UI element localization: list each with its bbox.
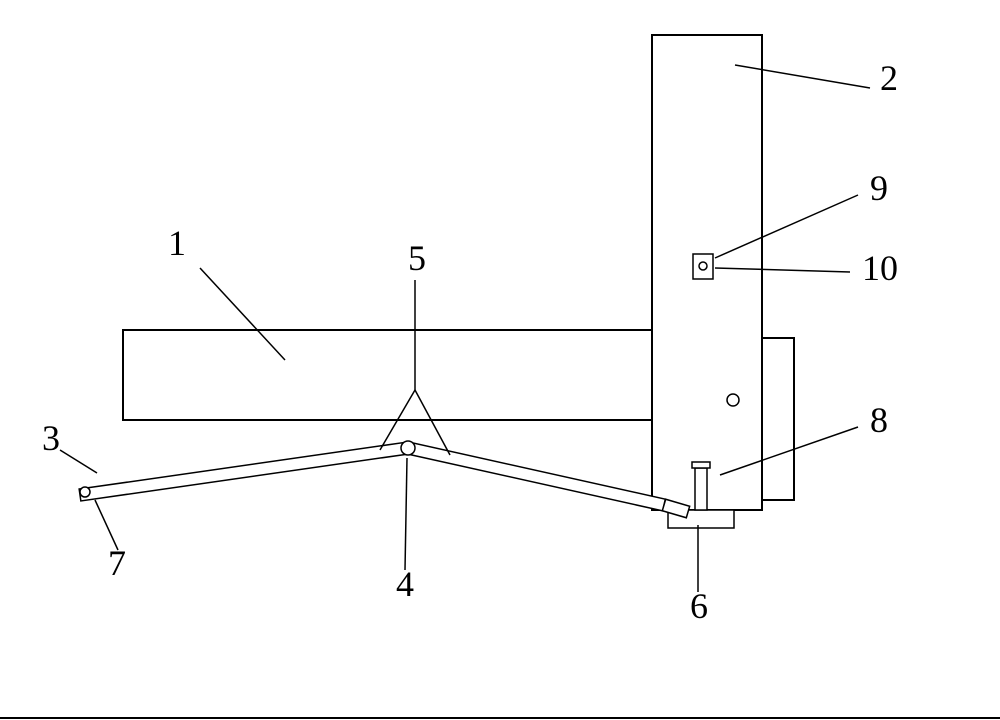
label-8: 8 [870,400,888,440]
label-9: 9 [870,168,888,208]
label-4: 4 [396,564,414,604]
label-6: 6 [690,586,708,626]
label-2: 2 [880,58,898,98]
label-1: 1 [168,223,186,263]
tip-hole [80,487,90,497]
link-arm-right-a [407,442,666,511]
label-5: 5 [408,238,426,278]
horizontal-bar [123,330,653,420]
label-10: 10 [862,248,898,288]
diagram-canvas: 1 2 3 4 5 6 7 8 9 10 [0,0,1000,720]
link-arm-left [79,442,409,501]
label-7: 7 [108,543,126,583]
link-joint [401,441,415,455]
label-3: 3 [42,418,60,458]
leader-3 [60,450,97,473]
indicator-box [693,254,713,279]
side-bracket [762,338,794,500]
foot-latch-cap [692,462,710,468]
foot-latch-stem [695,468,707,510]
leader-4 [405,458,407,570]
